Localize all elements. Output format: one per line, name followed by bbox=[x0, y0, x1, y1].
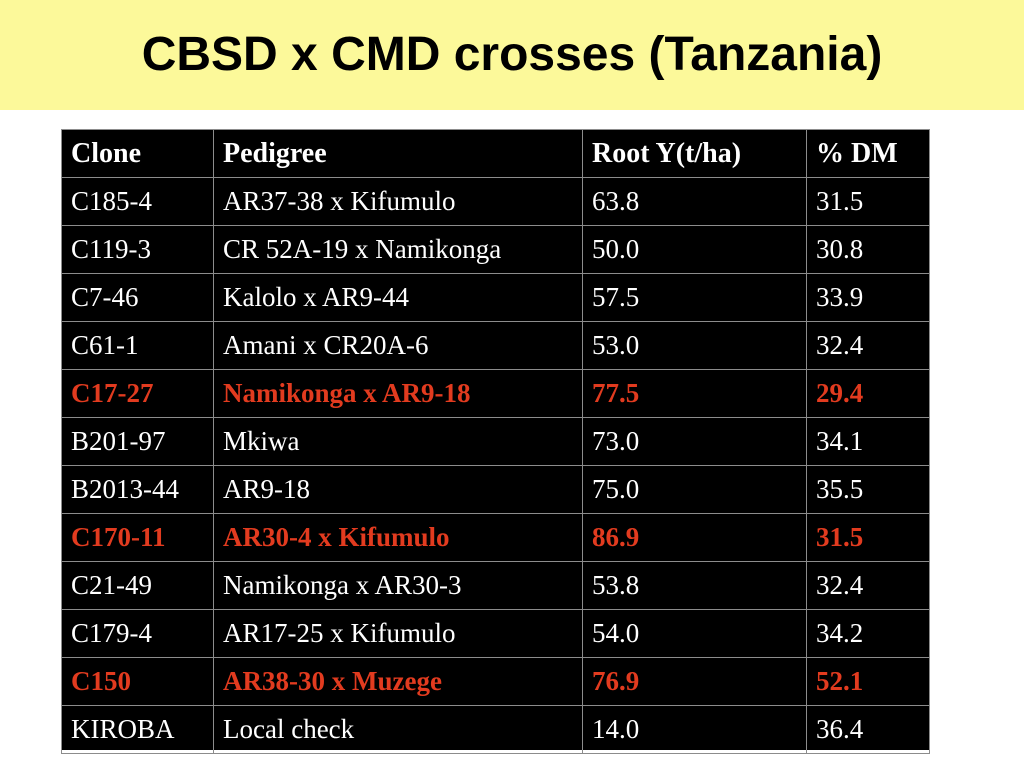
cell-root-yield: 53.8 bbox=[582, 561, 807, 610]
table-row: C170-11 AR30-4 x Kifumulo 86.9 31.5 bbox=[61, 513, 930, 562]
cell-dm: 52.1 bbox=[806, 657, 930, 706]
table-row: C61-1 Amani x CR20A-6 53.0 32.4 bbox=[61, 321, 930, 370]
table-row: C179-4 AR17-25 x Kifumulo 54.0 34.2 bbox=[61, 609, 930, 658]
cell-clone: B201-97 bbox=[61, 417, 214, 466]
cell-dm: 35.5 bbox=[806, 465, 930, 514]
cell-dm: 32.4 bbox=[806, 561, 930, 610]
cell-dm: 33.9 bbox=[806, 273, 930, 322]
cell-clone: C150 bbox=[61, 657, 214, 706]
cell-clone: C17-27 bbox=[61, 369, 214, 418]
cell-dm: 36.4 bbox=[806, 705, 930, 754]
cell-clone: C119-3 bbox=[61, 225, 214, 274]
cell-pedigree: Namikonga x AR30-3 bbox=[213, 561, 583, 610]
header-root-yield: Root Y(t/ha) bbox=[582, 129, 807, 178]
table-row: KIROBA Local check 14.0 36.4 bbox=[61, 705, 930, 754]
table-row: B2013-44 AR9-18 75.0 35.5 bbox=[61, 465, 930, 514]
cell-clone: B2013-44 bbox=[61, 465, 214, 514]
cell-dm: 34.1 bbox=[806, 417, 930, 466]
cell-root-yield: 73.0 bbox=[582, 417, 807, 466]
cell-dm: 30.8 bbox=[806, 225, 930, 274]
cell-root-yield: 53.0 bbox=[582, 321, 807, 370]
cell-clone: KIROBA bbox=[61, 705, 214, 754]
cell-pedigree: Namikonga x AR9-18 bbox=[213, 369, 583, 418]
table-row: C185-4 AR37-38 x Kifumulo 63.8 31.5 bbox=[61, 177, 930, 226]
table-row: C150 AR38-30 x Muzege 76.9 52.1 bbox=[61, 657, 930, 706]
cell-pedigree: Local check bbox=[213, 705, 583, 754]
header-pedigree: Pedigree bbox=[213, 129, 583, 178]
cell-dm: 31.5 bbox=[806, 177, 930, 226]
cell-root-yield: 14.0 bbox=[582, 705, 807, 754]
cell-pedigree: CR 52A-19 x Namikonga bbox=[213, 225, 583, 274]
cell-pedigree: AR9-18 bbox=[213, 465, 583, 514]
cell-root-yield: 57.5 bbox=[582, 273, 807, 322]
cell-dm: 31.5 bbox=[806, 513, 930, 562]
cell-pedigree: AR30-4 x Kifumulo bbox=[213, 513, 583, 562]
cell-root-yield: 54.0 bbox=[582, 609, 807, 658]
cell-dm: 29.4 bbox=[806, 369, 930, 418]
table-header-row: Clone Pedigree Root Y(t/ha) % DM bbox=[61, 129, 930, 178]
cell-pedigree: Mkiwa bbox=[213, 417, 583, 466]
cell-clone: C179-4 bbox=[61, 609, 214, 658]
cell-dm: 32.4 bbox=[806, 321, 930, 370]
cell-clone: C7-46 bbox=[61, 273, 214, 322]
table-row: C119-3 CR 52A-19 x Namikonga 50.0 30.8 bbox=[61, 225, 930, 274]
cell-clone: C170-11 bbox=[61, 513, 214, 562]
cell-clone: C61-1 bbox=[61, 321, 214, 370]
header-dm: % DM bbox=[806, 129, 930, 178]
table-row: B201-97 Mkiwa 73.0 34.1 bbox=[61, 417, 930, 466]
title-band bbox=[0, 0, 1024, 110]
cell-dm: 34.2 bbox=[806, 609, 930, 658]
cell-root-yield: 63.8 bbox=[582, 177, 807, 226]
table-row: C17-27 Namikonga x AR9-18 77.5 29.4 bbox=[61, 369, 930, 418]
cell-root-yield: 75.0 bbox=[582, 465, 807, 514]
cell-pedigree: AR38-30 x Muzege bbox=[213, 657, 583, 706]
header-clone: Clone bbox=[61, 129, 214, 178]
cell-root-yield: 76.9 bbox=[582, 657, 807, 706]
cell-pedigree: Kalolo x AR9-44 bbox=[213, 273, 583, 322]
cell-root-yield: 86.9 bbox=[582, 513, 807, 562]
cell-clone: C185-4 bbox=[61, 177, 214, 226]
cell-pedigree: AR17-25 x Kifumulo bbox=[213, 609, 583, 658]
clone-table-container: Clone Pedigree Root Y(t/ha) % DM C185-4 … bbox=[61, 129, 930, 754]
table-row: C21-49 Namikonga x AR30-3 53.8 32.4 bbox=[61, 561, 930, 610]
cell-pedigree: Amani x CR20A-6 bbox=[213, 321, 583, 370]
table-row: C7-46 Kalolo x AR9-44 57.5 33.9 bbox=[61, 273, 930, 322]
cell-root-yield: 50.0 bbox=[582, 225, 807, 274]
clone-table: Clone Pedigree Root Y(t/ha) % DM C185-4 … bbox=[61, 129, 930, 754]
slide-title: CBSD x CMD crosses (Tanzania) bbox=[141, 28, 883, 81]
cell-pedigree: AR37-38 x Kifumulo bbox=[213, 177, 583, 226]
cell-clone: C21-49 bbox=[61, 561, 214, 610]
cell-root-yield: 77.5 bbox=[582, 369, 807, 418]
